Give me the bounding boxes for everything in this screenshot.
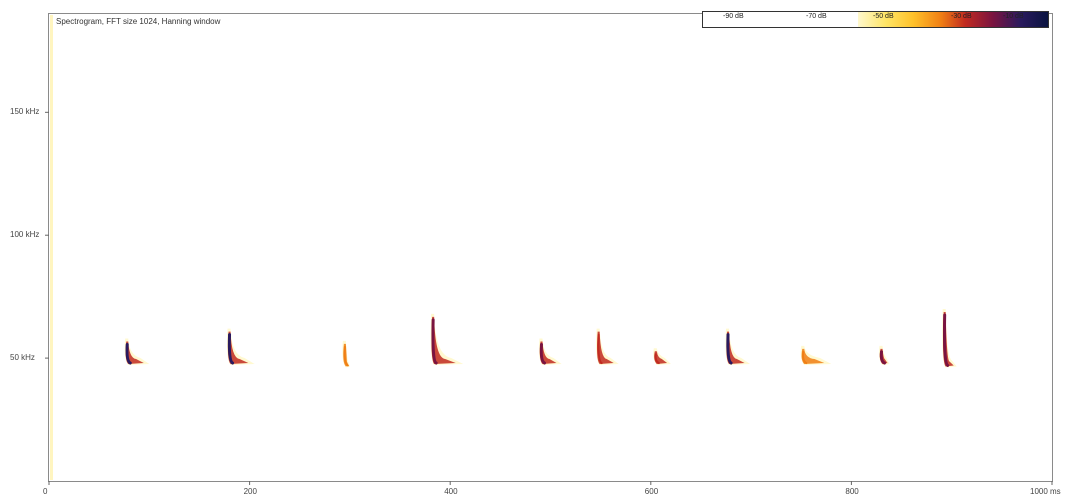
call-mark (596, 329, 619, 365)
x-tick-label: 200 (244, 487, 257, 496)
call-mark (342, 341, 350, 368)
noise-strip (50, 15, 53, 480)
colorbar-label: -10 dB (1003, 13, 1024, 20)
x-tick-label: 400 (444, 487, 457, 496)
call-mark (125, 338, 150, 365)
call-mark (539, 338, 562, 365)
y-tick-label: 150 kHz (10, 107, 39, 116)
chart-title: Spectrogram, FFT size 1024, Hanning wind… (56, 17, 220, 26)
x-tick-label: 0 (43, 487, 47, 496)
y-tick-label: 100 kHz (10, 230, 39, 239)
call-mark (653, 348, 671, 365)
call-mark (725, 329, 750, 365)
colorbar-label: -90 dB (723, 13, 744, 20)
call-mark (879, 346, 890, 365)
x-tick-label: 800 (845, 487, 858, 496)
call-mark (431, 314, 464, 365)
y-tick-label: 50 kHz (10, 353, 35, 362)
colorbar-label: -30 dB (951, 13, 972, 20)
colorbar-label: -70 dB (806, 13, 827, 20)
call-mark (942, 309, 957, 368)
call-mark (227, 329, 255, 365)
x-tick-label: 1000 ms (1030, 487, 1061, 496)
call-mark (801, 346, 832, 365)
colorbar-legend: -90 dB -70 dB -50 dB -30 dB -10 dB (702, 11, 1049, 28)
colorbar-label: -50 dB (873, 13, 894, 20)
x-tick-label: 600 (645, 487, 658, 496)
